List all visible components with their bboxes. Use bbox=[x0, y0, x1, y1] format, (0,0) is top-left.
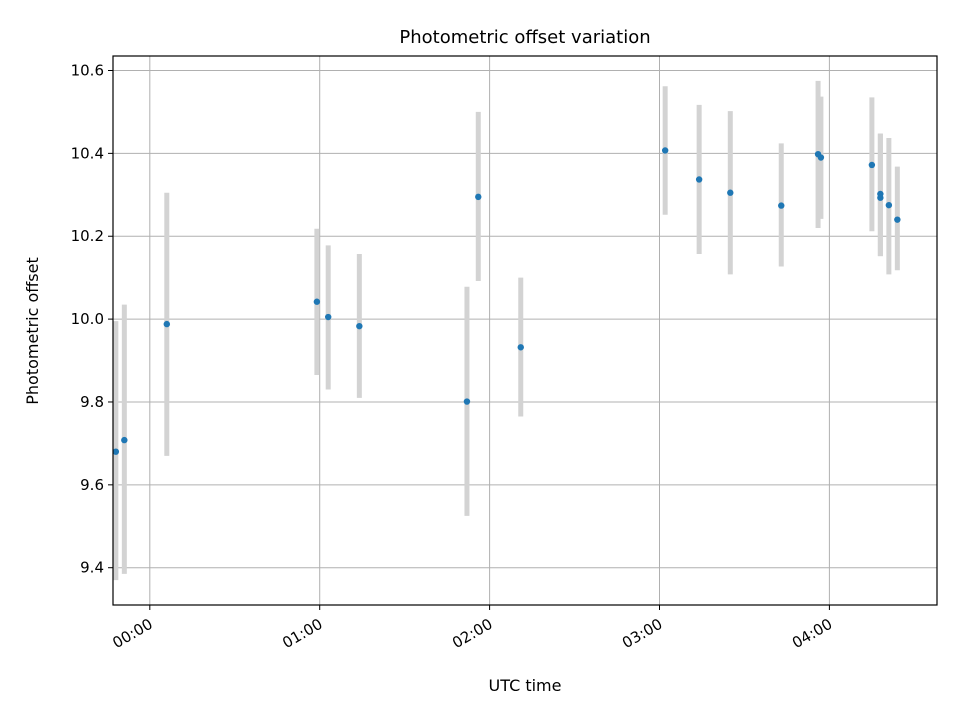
y-tick-label: 9.4 bbox=[80, 559, 104, 577]
y-tick-label: 10.4 bbox=[71, 144, 104, 162]
chart-title: Photometric offset variation bbox=[399, 27, 650, 48]
y-tick-label: 10.0 bbox=[71, 310, 104, 328]
data-point bbox=[868, 161, 876, 169]
x-tick-label: 03:00 bbox=[619, 615, 665, 652]
y-tick-label: 9.8 bbox=[80, 393, 104, 411]
y-tick-label: 10.6 bbox=[71, 62, 104, 80]
plot-frame bbox=[112, 55, 938, 606]
data-point bbox=[885, 201, 893, 209]
data-point bbox=[121, 436, 128, 444]
data-point bbox=[661, 147, 669, 154]
x-tick-label: 04:00 bbox=[789, 615, 835, 652]
data-point bbox=[877, 194, 884, 201]
data-point bbox=[778, 202, 785, 209]
data-point bbox=[356, 322, 363, 330]
y-tick-label: 9.6 bbox=[80, 476, 104, 494]
errorbar-layer bbox=[113, 80, 900, 581]
data-point bbox=[463, 398, 471, 405]
x-tick-label: 01:00 bbox=[279, 615, 325, 652]
data-point bbox=[475, 193, 482, 201]
y-tick-label: 10.2 bbox=[71, 227, 104, 245]
data-point bbox=[517, 344, 524, 351]
point-layer bbox=[112, 147, 901, 455]
data-point bbox=[112, 448, 120, 455]
data-point bbox=[727, 189, 734, 196]
data-point bbox=[313, 298, 321, 305]
x-tick-label: 00:00 bbox=[109, 615, 155, 652]
data-point bbox=[894, 216, 901, 223]
grid-layer bbox=[113, 56, 937, 605]
data-point bbox=[325, 313, 332, 321]
tick-layer: 00:00 01:00 02:00 03:00 04:00 9.4 9.6 9.8 10.0 10… bbox=[71, 62, 836, 653]
x-tick-label: 02:00 bbox=[449, 615, 495, 652]
data-point bbox=[695, 176, 703, 183]
data-point bbox=[163, 320, 171, 328]
y-axis-title: Photometric offset bbox=[23, 257, 42, 405]
x-axis-title: UTC time bbox=[489, 676, 562, 695]
data-point bbox=[817, 154, 825, 161]
